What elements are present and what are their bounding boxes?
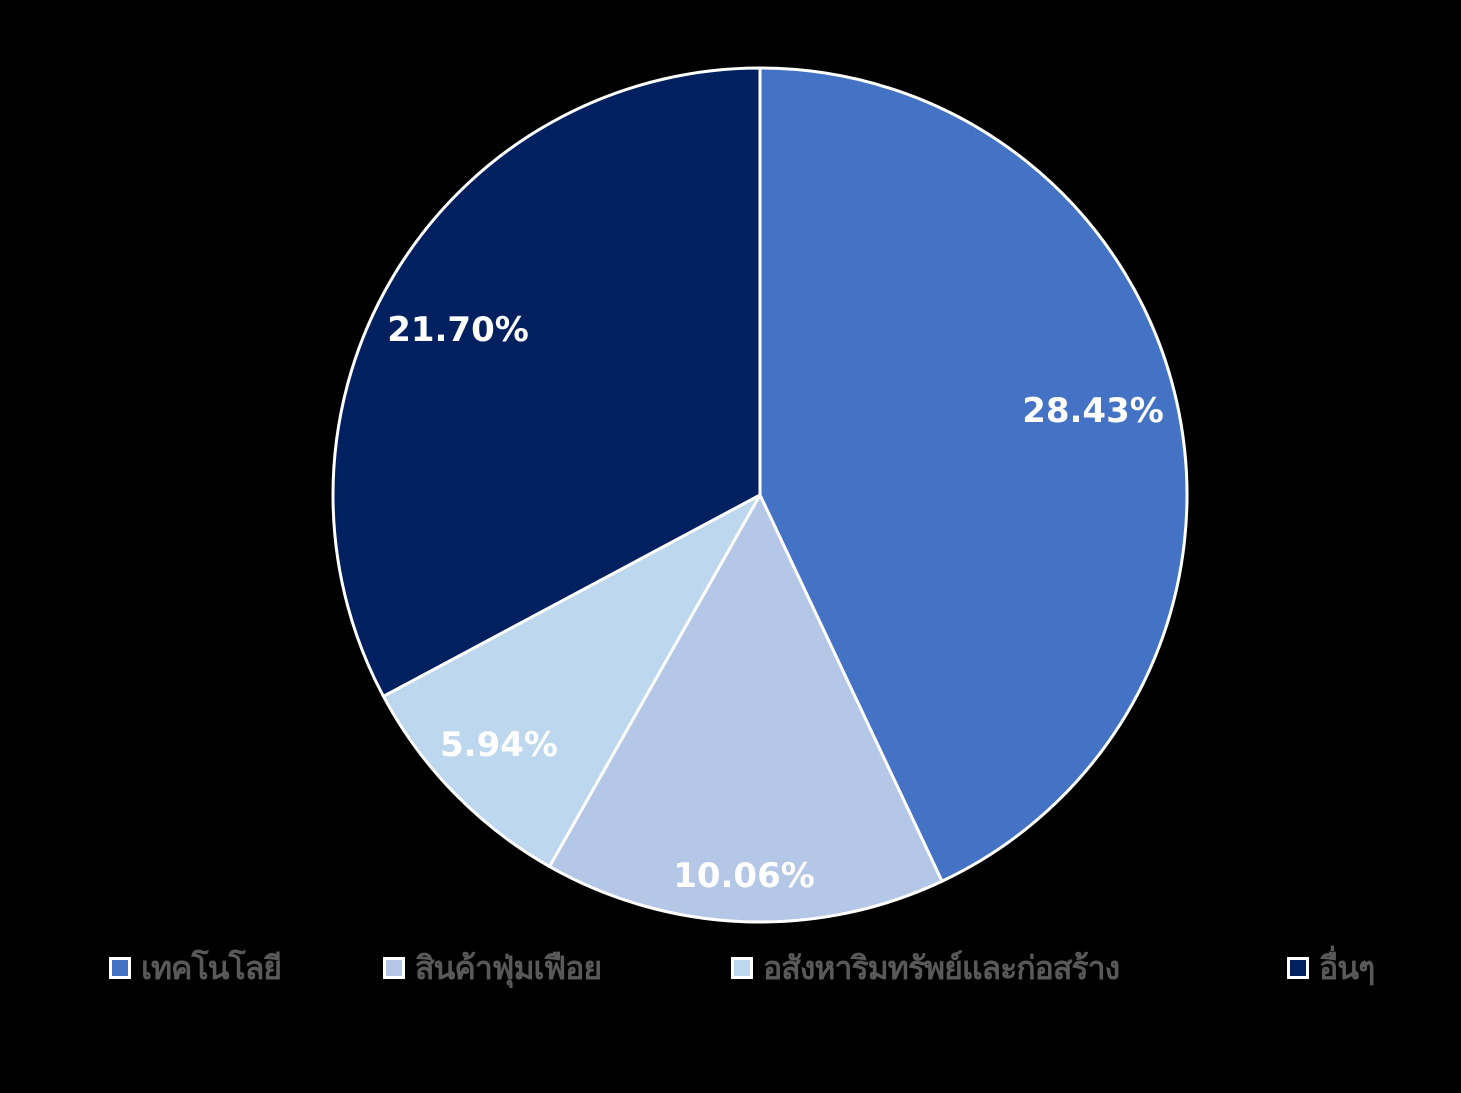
chart-legend: เทคโนโลยี สินค้าฟุ่มเฟือย อสังหาริมทรัพย… [0, 948, 1461, 988]
legend-label: สินค้าฟุ่มเฟือย [415, 948, 602, 987]
slice-label-others: 21.70% [387, 310, 529, 350]
legend-label: อสังหาริมทรัพย์และก่อสร้าง [763, 948, 1120, 987]
pie-slice-consumer-discretionary [548, 493, 944, 924]
legend-swatch-property-construction [731, 957, 753, 979]
slice-labels: 28.43% 10.06% 5.94% 21.70% [387, 310, 1164, 896]
slice-label-property-construction: 5.94% [440, 725, 558, 765]
pie-slices [331, 66, 1189, 924]
legend-label: เทคโนโลยี [141, 948, 282, 987]
slice-label-technology: 28.43% [1022, 391, 1164, 431]
pie-slice-technology [758, 66, 1189, 883]
legend-swatch-others [1287, 957, 1309, 979]
pie-slice-property-construction [381, 493, 762, 869]
legend-swatch-consumer-discretionary [383, 957, 405, 979]
legend-item-property-construction: อสังหาริมทรัพย์และก่อสร้าง [731, 948, 1120, 988]
slice-label-consumer-discretionary: 10.06% [673, 856, 815, 896]
pie-slice-others [331, 66, 762, 698]
legend-item-others: อื่นๆ [1287, 948, 1375, 988]
legend-label: อื่นๆ [1319, 948, 1375, 987]
legend-swatch-technology [109, 957, 131, 979]
legend-item-consumer-discretionary: สินค้าฟุ่มเฟือย [383, 948, 602, 988]
legend-item-technology: เทคโนโลยี [109, 948, 282, 988]
